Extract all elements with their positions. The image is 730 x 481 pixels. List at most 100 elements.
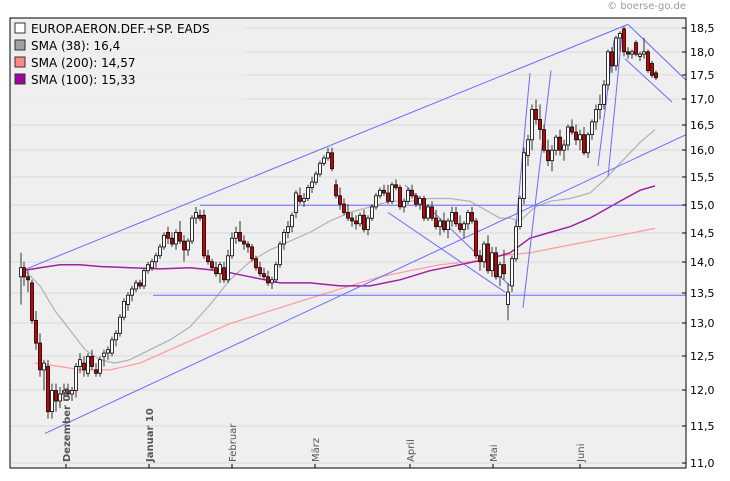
- candle-down: [254, 258, 258, 269]
- candle-up: [530, 109, 534, 141]
- candle-up: [134, 282, 138, 290]
- candle-down: [182, 240, 186, 251]
- candle-down: [242, 240, 246, 245]
- legend-label: SMA (100): 15,33: [31, 73, 135, 87]
- candle-up: [306, 187, 310, 199]
- watermark: © boerse-go.de: [607, 1, 686, 12]
- y-tick-label: 16,5: [690, 119, 715, 132]
- candle-down: [30, 282, 34, 321]
- candle-up: [78, 359, 82, 367]
- sma-100-line: [21, 185, 656, 287]
- candle-down: [330, 152, 334, 170]
- candle-down: [210, 261, 214, 269]
- candle-up: [618, 33, 622, 39]
- sma-lines: [21, 129, 656, 371]
- y-tick-label: 13,5: [690, 287, 715, 300]
- x-tick-label: April: [406, 439, 417, 462]
- candle-down: [66, 390, 70, 395]
- trendline: [387, 212, 506, 293]
- candle-down: [266, 276, 270, 284]
- candle-up: [378, 189, 382, 197]
- y-tick-label: 12,5: [690, 350, 715, 363]
- candle-up: [19, 267, 23, 278]
- candle-up: [70, 390, 74, 395]
- trendlines: [21, 23, 687, 434]
- candle-up: [526, 139, 530, 156]
- candle-down: [542, 129, 546, 151]
- y-axis: 18,5 18,0 17,5 17,0 16,5 16,0 15,5 15,0 14,5 14,0…: [682, 22, 715, 470]
- x-tick-label: März: [311, 438, 322, 462]
- candle-down: [454, 212, 458, 225]
- candle-up: [418, 198, 422, 205]
- candle-up: [522, 152, 526, 199]
- candle-down: [582, 134, 586, 154]
- candle-up: [590, 121, 594, 136]
- trendline: [607, 33, 623, 177]
- candle-down: [26, 276, 30, 281]
- candle-down: [262, 273, 266, 278]
- candle-up: [290, 214, 294, 228]
- y-tick-label: 17,0: [690, 93, 715, 106]
- candle-down: [354, 220, 358, 225]
- candle-down: [334, 184, 338, 197]
- candle-up: [302, 198, 306, 202]
- candle-down: [338, 195, 342, 205]
- candle-up: [106, 349, 110, 354]
- sma-200-line: [34, 227, 656, 371]
- candle-down: [546, 149, 550, 162]
- y-tick-label: 15,5: [690, 171, 715, 184]
- candle-down: [170, 237, 174, 245]
- x-tick-label: Juni: [576, 444, 587, 463]
- candle-down: [650, 63, 654, 76]
- y-tick-label: 11,0: [690, 457, 715, 470]
- candle-down: [410, 189, 414, 197]
- candle-down: [654, 72, 658, 79]
- candle-up: [578, 134, 582, 141]
- legend-box: [11, 19, 246, 105]
- candle-up: [274, 264, 278, 281]
- trendline: [624, 58, 673, 103]
- candle-down: [298, 195, 302, 202]
- candle-down: [138, 282, 142, 287]
- candle-up: [602, 84, 606, 105]
- candle-down: [434, 217, 438, 228]
- candle-up: [374, 195, 378, 208]
- candle-up: [402, 200, 406, 208]
- candle-up: [234, 231, 238, 239]
- candle-down: [570, 126, 574, 133]
- candle-down: [470, 212, 474, 222]
- candle-up: [102, 352, 106, 357]
- candle-up: [562, 144, 566, 151]
- legend-swatch: [14, 56, 26, 68]
- candle-down: [398, 187, 402, 208]
- candle-down: [238, 231, 242, 242]
- y-tick-label: 15,0: [690, 199, 715, 212]
- candle-up: [218, 264, 222, 275]
- candle-down: [538, 119, 542, 130]
- legend-swatch: [14, 39, 26, 51]
- legend-label: SMA (38): 16,4: [31, 39, 120, 53]
- legend-swatch: [14, 22, 26, 34]
- candle-up: [606, 51, 610, 86]
- legend: EUROP.AERON.DEF.+SP. EADS SMA (38): 16,4 S…: [11, 19, 246, 105]
- candle-up: [158, 246, 162, 257]
- candle-down: [94, 369, 98, 374]
- candle-up: [174, 231, 178, 245]
- y-tick-label: 11,5: [690, 420, 715, 433]
- candle-down: [622, 28, 626, 53]
- candle-up: [446, 220, 450, 231]
- candle-down: [90, 355, 94, 367]
- candle-up: [86, 355, 90, 374]
- x-axis: Dezember 09 Januar 10 Februar März April Mai J…: [62, 388, 587, 468]
- candle-up: [286, 226, 290, 233]
- candle-up: [482, 243, 486, 263]
- candle-down: [534, 109, 538, 120]
- candle-down: [442, 220, 446, 231]
- candle-up: [518, 198, 522, 228]
- candle-down: [214, 267, 218, 275]
- candle-up: [122, 300, 126, 318]
- candle-up: [642, 51, 646, 55]
- candle-up: [186, 240, 190, 251]
- candle-down: [394, 184, 398, 188]
- candle-up: [282, 231, 286, 245]
